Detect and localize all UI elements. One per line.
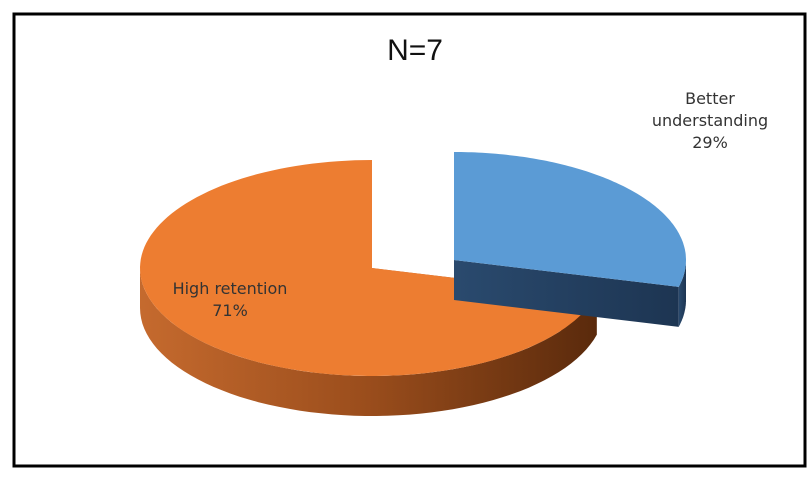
slice-label: High retention 71% (150, 278, 310, 322)
slice-rim (140, 268, 597, 416)
slice-label: Better understanding 29% (625, 88, 795, 154)
slice-name: High retention (172, 279, 288, 298)
chart-title: N=7 (387, 34, 443, 67)
frame (12, 12, 807, 468)
slice (140, 160, 597, 376)
pie (140, 152, 686, 416)
slice-value: 71% (212, 301, 248, 320)
slice (454, 152, 686, 287)
slice-value: 29% (692, 133, 728, 152)
slice-name: Better understanding (651, 89, 769, 130)
slice-wall (454, 260, 679, 327)
slice-rim (678, 260, 686, 327)
